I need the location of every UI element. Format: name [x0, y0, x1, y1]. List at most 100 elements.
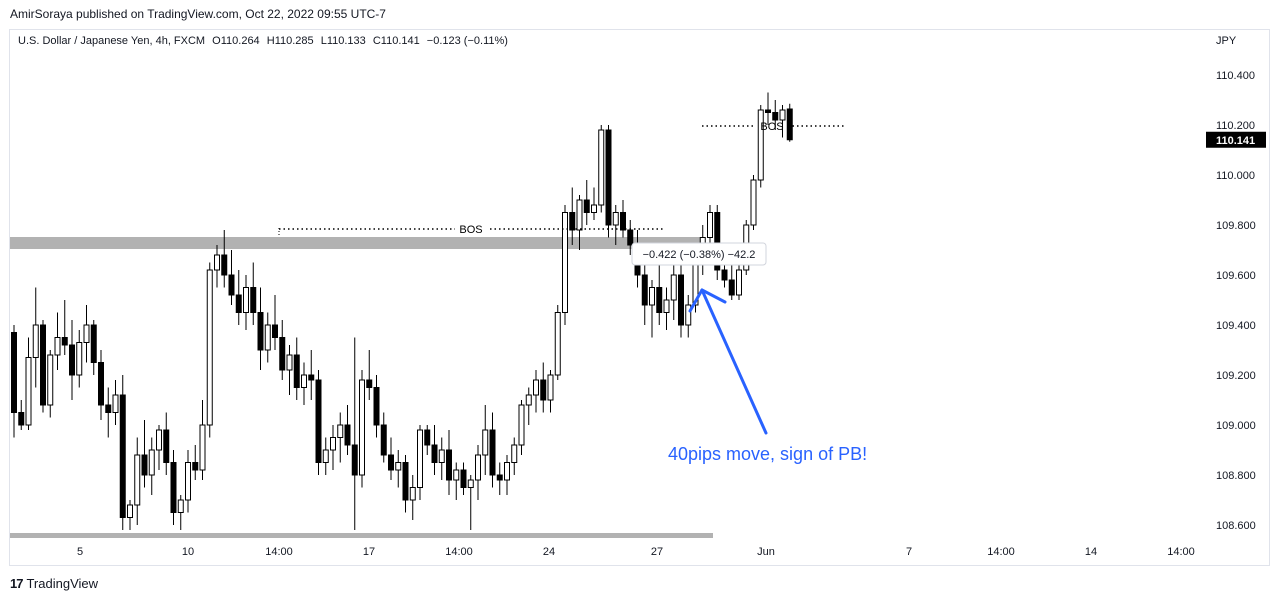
candle-body: [235, 294, 242, 313]
candle-body: [627, 229, 634, 246]
note-label: 40pips move, sign of PB!: [668, 444, 867, 464]
candle-body: [163, 429, 170, 463]
candle-body: [214, 254, 220, 271]
candle-body: [105, 404, 112, 413]
candle-body: [69, 344, 75, 376]
candles-layer: [11, 92, 793, 530]
candle-body: [554, 312, 561, 376]
candle-body: [170, 462, 177, 513]
tradingview-logo-icon: 17: [10, 576, 24, 591]
candle-body: [127, 504, 133, 518]
candle-body: [250, 287, 257, 313]
candle-body: [772, 112, 779, 121]
candle-body: [395, 462, 402, 471]
time-tick-label: Jun: [757, 546, 775, 558]
candle-body: [185, 462, 191, 501]
candle-body: [431, 444, 438, 463]
symbol-name[interactable]: U.S. Dollar / Japanese Yen, 4h, FXCM: [18, 35, 206, 47]
candle-body: [533, 379, 539, 396]
candle-body: [206, 269, 213, 426]
last-price-label: 110.141: [1216, 135, 1255, 147]
candle-body: [591, 204, 597, 213]
candle-body: [707, 212, 713, 238]
time-tick-label: 14:00: [1167, 546, 1195, 558]
candle-body: [620, 212, 626, 231]
currency-label: JPY: [1216, 35, 1237, 47]
candle-body: [750, 179, 757, 226]
candle-body: [47, 354, 54, 406]
last-price-tag: [1206, 131, 1266, 148]
price-tick-label: 110.400: [1216, 70, 1255, 82]
ohlc-high: H110.285: [266, 35, 314, 47]
candle-body: [518, 404, 525, 446]
candle-body: [286, 354, 293, 371]
candle-body: [54, 337, 61, 356]
footer-brand[interactable]: 17 TradingView: [10, 576, 98, 591]
ohlc-low: L110.133: [320, 35, 366, 47]
price-tick-label: 109.200: [1216, 370, 1256, 382]
time-tick-label: 14:00: [987, 546, 1015, 558]
candle-body: [453, 469, 460, 481]
candle-body: [446, 449, 452, 481]
candle-body: [547, 374, 554, 401]
candle-body: [583, 199, 590, 213]
symbol-legend: U.S. Dollar / Japanese Yen, 4h, FXCM O11…: [18, 35, 512, 47]
ohlc-change: −0.123 (−0.11%): [426, 35, 508, 47]
time-tick-label: 27: [651, 546, 663, 558]
candle-body: [373, 387, 380, 426]
candle-body: [417, 429, 423, 488]
candle-body: [308, 374, 315, 381]
candle-body: [605, 129, 612, 226]
candle-body: [460, 469, 467, 488]
candle-body: [301, 374, 307, 388]
price-tick-label: 109.800: [1216, 220, 1256, 232]
candle-body: [685, 304, 692, 326]
candle-body: [61, 337, 68, 346]
publisher-line: AmirSoraya published on TradingView.com,…: [10, 7, 386, 21]
price-tick-label: 110.000: [1216, 170, 1255, 182]
candle-body: [779, 109, 786, 121]
candle-body: [786, 108, 793, 141]
candle-body: [98, 362, 104, 406]
arrow-head: [700, 288, 727, 304]
time-tick-label: 14:00: [265, 546, 293, 558]
candle-body: [11, 332, 17, 413]
ohlc-close: C110.141: [372, 35, 420, 47]
candle-body: [192, 462, 199, 471]
arrow-head: [688, 288, 704, 313]
candle-body: [221, 254, 228, 276]
candle-body: [112, 394, 119, 413]
candle-body: [736, 269, 742, 296]
candle-body: [351, 444, 358, 476]
candle-body: [663, 299, 670, 313]
candle-body: [18, 412, 25, 426]
candle-body: [380, 424, 387, 456]
candle-body: [315, 379, 322, 463]
candle-body: [25, 357, 32, 426]
candle-body: [199, 424, 206, 471]
candle-body: [467, 479, 474, 488]
candle-body: [322, 449, 329, 463]
time-tick-label: 7: [906, 546, 912, 558]
candle-body: [576, 199, 583, 231]
candle-body: [228, 274, 235, 296]
candle-body: [76, 342, 83, 376]
candle-body: [264, 324, 271, 351]
candle-body: [438, 449, 445, 463]
arrow-shaft: [700, 288, 768, 435]
time-tick-label: 24: [543, 546, 555, 558]
candle-body: [678, 274, 684, 326]
candle-body: [496, 474, 503, 481]
candle-body: [366, 379, 373, 388]
time-tick-label: 10: [182, 546, 194, 558]
annotations-layer: BOS BOS −0.422 (−0.38%) −42.2 40pips move, …: [278, 121, 867, 464]
candle-body: [641, 274, 648, 306]
price-axis: 110.400 110.200 110.000 109.800 109.600 109.4…: [1206, 70, 1266, 532]
zones-layer: [10, 237, 713, 538]
candle-body: [721, 269, 728, 281]
candle-body: [388, 454, 394, 471]
time-tick-label: 17: [363, 546, 375, 558]
candle-body: [293, 354, 300, 388]
time-tick-label: 14:00: [445, 546, 473, 558]
